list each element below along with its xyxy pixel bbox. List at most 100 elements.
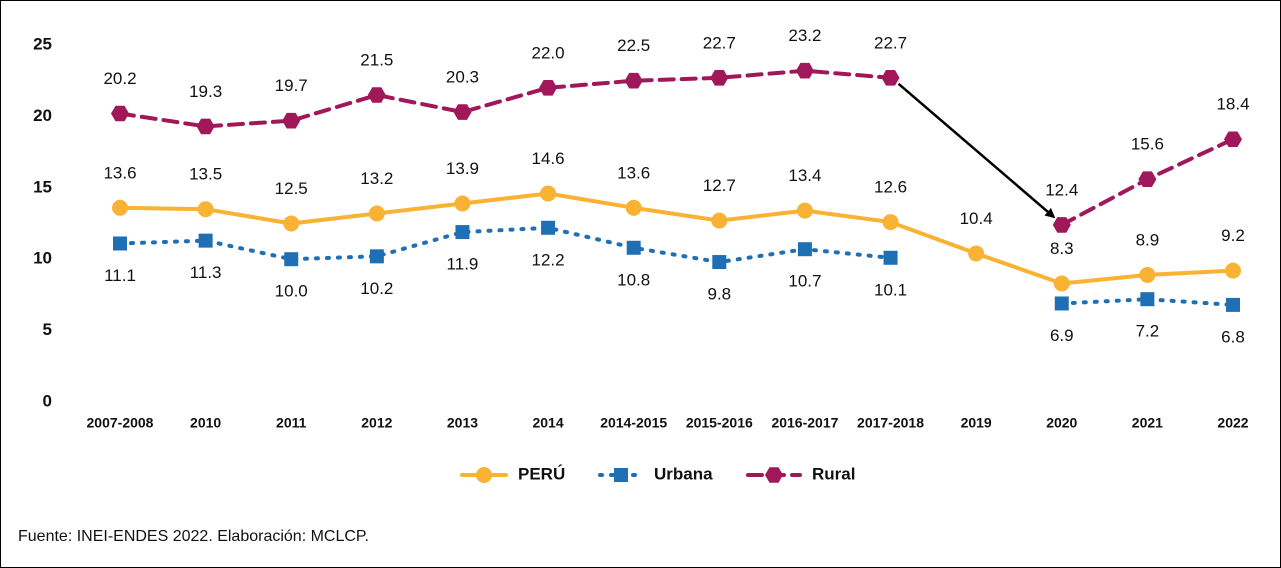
data-point (1139, 266, 1156, 283)
data-label: 9.8 (707, 285, 731, 304)
data-point (367, 87, 386, 103)
data-point (968, 245, 985, 262)
data-label: 10.7 (788, 272, 821, 291)
data-point (283, 215, 300, 232)
data-point (797, 242, 812, 257)
data-point (113, 236, 127, 251)
data-label: 19.3 (189, 82, 222, 101)
data-point (112, 199, 128, 216)
data-label: 11.1 (104, 266, 136, 285)
data-label: 10.1 (874, 280, 907, 299)
data-label: 10.4 (960, 209, 993, 228)
data-label: 13.2 (360, 169, 393, 188)
data-label: 23.2 (788, 26, 821, 45)
data-label: 22.0 (532, 43, 565, 62)
x-tick-label: 2014-2015 (600, 415, 667, 431)
data-point (1225, 262, 1241, 279)
data-point (710, 70, 729, 86)
x-tick-label: 2021 (1132, 415, 1163, 431)
data-label: 22.5 (617, 36, 650, 55)
x-tick-label: 2015-2016 (686, 415, 753, 431)
x-tick-label: 2014 (532, 415, 563, 431)
data-label: 20.2 (103, 69, 136, 88)
data-label: 20.3 (446, 68, 479, 87)
series-line (118, 225, 1235, 307)
data-point (111, 105, 129, 122)
data-point (540, 185, 557, 202)
x-tick-label: 2020 (1046, 415, 1077, 431)
data-label: 12.4 (1045, 180, 1078, 199)
data-label: 12.6 (874, 178, 907, 197)
data-label: 12.2 (532, 250, 565, 269)
data-point (1138, 171, 1157, 187)
data-label: 22.7 (874, 33, 907, 52)
data-label: 13.6 (617, 163, 650, 182)
y-tick-label: 25 (33, 34, 52, 53)
data-point (881, 70, 900, 86)
data-point (454, 195, 471, 212)
data-point (539, 80, 558, 96)
data-label: 14.6 (532, 149, 565, 168)
y-tick-label: 0 (43, 391, 52, 410)
data-label: 21.5 (360, 50, 393, 69)
data-point (282, 112, 301, 129)
data-label: 10.2 (360, 279, 393, 298)
data-label: 12.5 (275, 179, 308, 198)
legend-label: Rural (812, 464, 855, 483)
x-tick-label: 2016-2017 (771, 415, 838, 431)
data-point (455, 225, 470, 240)
data-point (1054, 296, 1069, 311)
x-tick-label: 2017-2018 (857, 415, 924, 431)
data-label: 22.7 (703, 33, 736, 52)
data-label: 11.3 (190, 263, 222, 282)
data-point (1140, 292, 1155, 307)
legend-label: Urbana (654, 464, 713, 483)
data-point (625, 199, 642, 216)
data-label: 10.0 (275, 282, 308, 301)
legend-label: PERÚ (518, 464, 565, 483)
data-point (883, 250, 898, 265)
data-label: 6.8 (1221, 327, 1245, 346)
data-point (795, 62, 814, 79)
data-label: 13.4 (788, 166, 821, 185)
data-point (626, 240, 641, 255)
data-label: 11.9 (447, 255, 479, 274)
data-label: 8.9 (1136, 230, 1160, 249)
data-point (1224, 131, 1242, 147)
data-point (369, 249, 384, 264)
data-point (711, 212, 728, 229)
y-tick-label: 15 (33, 177, 52, 196)
legend-marker (765, 467, 783, 483)
data-point (1226, 297, 1240, 312)
data-label: 6.9 (1050, 326, 1074, 345)
x-tick-label: 2022 (1217, 415, 1248, 431)
data-label: 12.7 (703, 176, 736, 195)
data-point (284, 252, 299, 267)
data-label: 10.8 (617, 270, 650, 289)
source: Fuente: INEI-ENDES 2022. Elaboración: MC… (18, 528, 369, 545)
data-point (197, 201, 214, 218)
data-label: 8.3 (1050, 239, 1074, 258)
x-tick-label: 2019 (961, 415, 992, 431)
data-label: 18.4 (1216, 95, 1249, 114)
data-label: 15.6 (1131, 135, 1164, 154)
data-point (796, 202, 813, 219)
x-tick-label: 2007-2008 (87, 415, 154, 431)
data-label: 13.5 (189, 165, 222, 184)
legend-marker (476, 467, 492, 483)
annotation-arrow (897, 82, 1056, 219)
data-label: 13.6 (103, 163, 136, 182)
y-tick-label: 20 (33, 106, 52, 125)
y-tick-label: 5 (43, 320, 52, 339)
x-tick-label: 2011 (276, 415, 307, 431)
data-point (198, 233, 213, 248)
x-tick-label: 2012 (361, 415, 392, 431)
data-point (196, 118, 215, 135)
data-point (1053, 275, 1070, 292)
data-label: 9.2 (1221, 226, 1245, 245)
x-tick-label: 2010 (190, 415, 221, 431)
data-label: 7.2 (1136, 322, 1160, 341)
data-point (541, 220, 556, 235)
data-label: 13.9 (446, 159, 479, 178)
